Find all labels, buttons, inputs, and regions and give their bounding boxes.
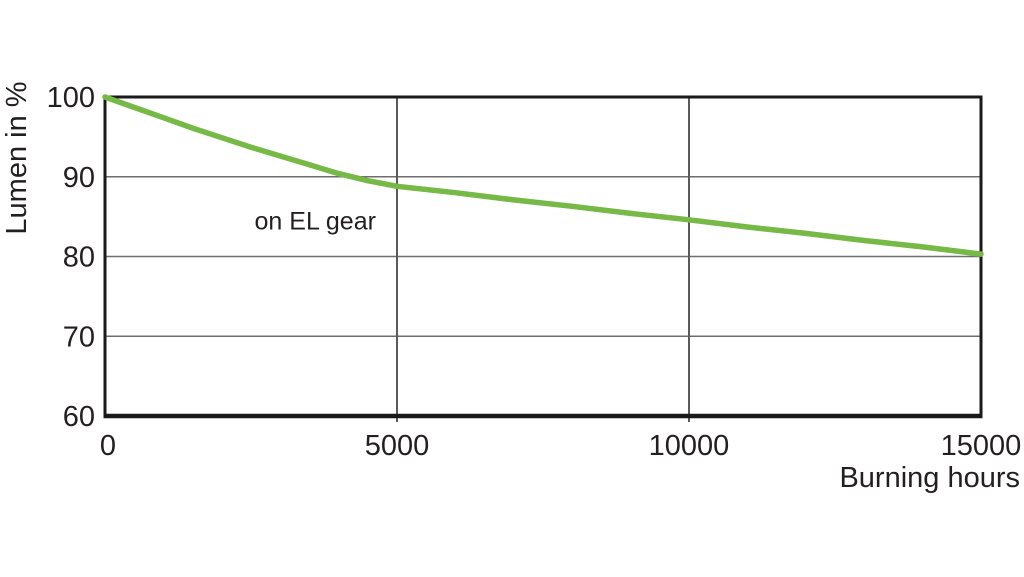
x-tick-label: 15000 xyxy=(941,430,1022,462)
y-tick-label: 70 xyxy=(63,321,95,353)
y-tick-label: 60 xyxy=(63,401,95,433)
x-tick-labels: 0 5000 10000 15000 xyxy=(100,430,1021,462)
x-tick-label: 5000 xyxy=(365,430,430,462)
y-axis-label: Lumen in % xyxy=(1,81,33,234)
y-tick-label: 100 xyxy=(47,82,95,114)
series-label: on EL gear xyxy=(255,207,376,235)
y-tick-label: 90 xyxy=(63,162,95,194)
x-tick-label: 10000 xyxy=(649,430,730,462)
y-tick-labels: 60 70 80 90 100 xyxy=(47,82,95,433)
x-tick-label: 0 xyxy=(100,430,116,462)
gridlines xyxy=(105,97,981,422)
x-axis-label: Burning hours xyxy=(839,462,1020,494)
y-tick-label: 80 xyxy=(63,242,95,274)
lumen-curve xyxy=(102,94,984,257)
